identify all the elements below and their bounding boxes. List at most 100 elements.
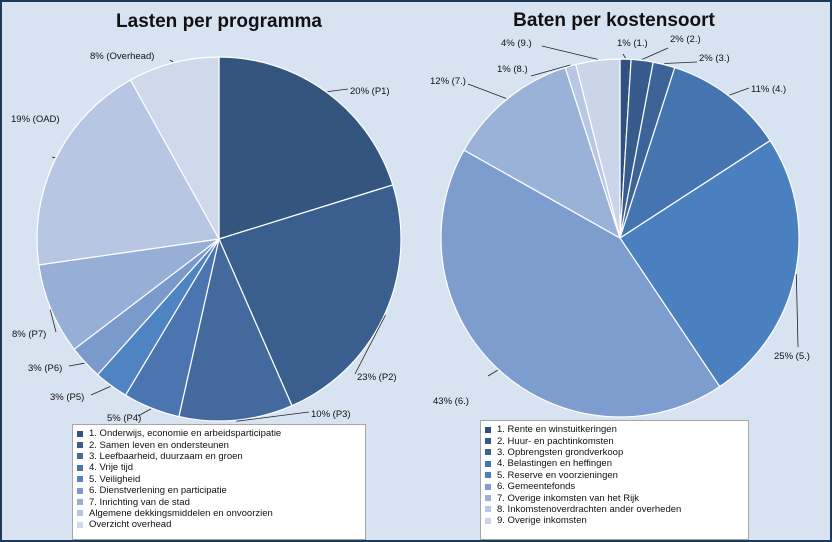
leader-line-1-5 [795,274,799,348]
legend-swatch [485,495,491,502]
pie-slice-0-9 [129,56,220,242]
data-label-1-6: 43% (6.) [433,396,469,407]
leader-line-0-6 [68,362,85,367]
legend-item-0-8: Algemene dekkingsmiddelen en onvoorzien [77,508,361,519]
leader-line-1-3 [664,61,698,64]
legend-swatch [485,460,491,467]
pie-slice-0-2 [218,184,402,407]
legend-label: 9. Overige inkomsten [497,515,587,527]
leader-line-0-5 [90,386,111,396]
legend-swatch [77,510,83,517]
legend-label: 3. Leefbaarheid, duurzaam en groen [89,450,243,462]
legend-label: 8. Inkomstenoverdrachten ander overheden [497,503,682,515]
leader-line-1-1 [622,53,626,59]
data-label-1-4: 11% (4.) [751,84,786,95]
leader-line-1-6 [487,369,499,377]
pie-slice-1-9 [575,58,621,239]
pie-baten: 1% (1.) 2% (2.) 2% (3.) 11% (4.) 25% (5.) 43%… [430,34,810,418]
legend-label: 6. Dienstverlening en participatie [89,485,227,497]
pie-slice-0-1 [218,56,394,240]
legend-label: 1. Rente en winstuitkeringen [497,424,617,436]
legend-item-1-4: 4. Belastingen en heffingen [485,458,744,469]
legend-label: 5. Veiligheid [89,473,141,485]
legend-swatch [485,426,491,433]
pie-lasten: 20% (P1) 23% (P2) 10% (P3) 5% (P4) 3% (P5) 3%… [11,51,402,424]
pie-slice-1-7 [463,66,622,240]
data-label-1-3: 2% (3.) [699,53,730,64]
legend-swatch [77,453,83,460]
data-label-1-9: 4% (9.) [501,38,532,49]
legend-label: 4. Vrije tijd [89,462,133,474]
leader-line-0-2 [354,314,386,375]
leader-line-1-9 [541,45,598,60]
leader-line-0-9 [169,59,174,63]
legend-item-1-1: 1. Rente en winstuitkeringen [485,424,744,435]
legend-item-1-3: 3. Opbrengsten grondverkoop [485,447,744,458]
data-label-1-8: 1% (8.) [497,64,528,75]
chart-title-baten: Baten per kostensoort [513,10,715,31]
legend-item-1-7: 7. Overige inkomsten van het Rijk [485,492,744,504]
legend-label: 1. Onderwijs, economie en arbeidspartici… [89,428,282,440]
leader-line-1-4 [729,87,750,96]
legend-label: Overzicht overhead [89,519,172,531]
pie-slice-1-5 [619,139,800,388]
legend-item-1-8: 8. Inkomstenoverdrachten ander overheden [485,504,744,515]
legend-swatch [485,438,491,445]
legend-label: 7. Overige inkomsten van het Rijk [497,492,640,504]
pie-slice-1-4 [618,66,772,240]
leader-line-0-3 [236,411,310,422]
pie-slice-1-6 [440,149,721,418]
legend-swatch [77,487,83,494]
data-label-0-3: 10% (P3) [311,409,351,420]
chart-title-lasten: Lasten per programma [116,11,322,32]
legend-swatch [485,517,491,524]
legend-lasten: 1. Onderwijs, economie en arbeidspartici… [72,424,366,540]
leader-line-0-4 [137,408,152,417]
legend-label: 5. Reserve en voorzieningen [497,469,618,481]
legend-item-0-1: 1. Onderwijs, economie en arbeidspartici… [77,428,361,439]
leader-line-0-8 [51,156,56,159]
data-label-0-4: 5% (P4) [107,413,141,424]
leader-line-1-7 [467,83,507,99]
legend-item-0-6: 6. Dienstverlening en participatie [77,485,361,496]
legend-label: 2. Huur- en pachtinkomsten [497,435,614,447]
legend-item-0-9: Overzicht overhead [77,519,361,530]
legend-swatch [77,521,83,528]
data-label-0-6: 3% (P6) [28,363,62,374]
legend-item-1-5: 5. Reserve en voorzieningen [485,470,744,481]
data-label-0-8: 19% (OAD) [11,114,60,125]
legend-swatch [485,472,491,479]
data-label-1-1: 1% (1.) [617,38,648,49]
data-label-0-1: 20% (P1) [350,86,390,97]
legend-item-0-5: 5. Veiligheid [77,474,361,485]
leader-line-0-1 [327,88,349,92]
legend-swatch [77,464,83,471]
legend-label: 3. Opbrengsten grondverkoop [497,446,624,458]
legend-item-0-2: 2. Samen leven en ondersteunen [77,439,361,451]
legend-label: Algemene dekkingsmiddelen en onvoorzien [89,507,273,519]
legend-label: 4. Belastingen en heffingen [497,458,612,470]
legend-swatch [485,449,491,456]
legend-item-1-6: 6. Gemeentefonds [485,481,744,492]
data-label-0-2: 23% (P2) [357,372,397,383]
data-label-1-2: 2% (2.) [670,34,701,45]
data-label-0-5: 3% (P5) [50,392,84,403]
pie-slice-0-8 [36,79,220,266]
legend-label: 2. Samen leven en ondersteunen [89,439,229,451]
pie-slice-0-3 [178,237,293,422]
legend-swatch [77,442,83,449]
legend-label: 6. Gemeentefonds [497,481,576,493]
legend-swatch [77,476,83,483]
leader-line-1-2 [642,47,669,60]
legend-label: 7. Inrichting van de stad [89,496,190,508]
data-label-0-7: 8% (P7) [12,329,46,340]
legend-baten: 1. Rente en winstuitkeringen 2. Huur- en … [480,420,749,540]
pie-slice-0-7 [38,238,222,351]
legend-swatch [485,483,491,490]
legend-item-0-4: 4. Vrije tijd [77,462,361,473]
legend-swatch [485,506,491,513]
legend-item-0-3: 3. Leefbaarheid, duurzaam en groen [77,451,361,462]
data-label-1-7: 12% (7.) [430,76,466,87]
